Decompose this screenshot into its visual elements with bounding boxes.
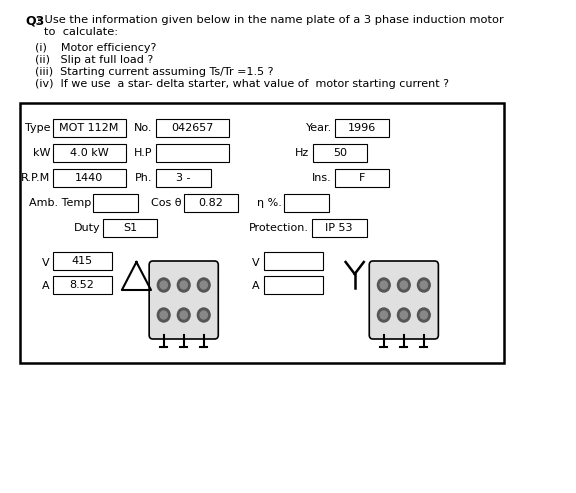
FancyBboxPatch shape bbox=[184, 194, 238, 212]
Text: 3 -: 3 - bbox=[176, 173, 191, 183]
Circle shape bbox=[420, 311, 427, 319]
Text: 1996: 1996 bbox=[348, 123, 376, 133]
Circle shape bbox=[160, 281, 168, 289]
Text: (ii)   Slip at full load ?: (ii) Slip at full load ? bbox=[35, 55, 153, 65]
Text: : Use the information given below in the name plate of a 3 phase induction motor: : Use the information given below in the… bbox=[37, 15, 504, 25]
Circle shape bbox=[377, 278, 390, 292]
Text: Amb. Temp: Amb. Temp bbox=[29, 198, 91, 208]
Text: 50: 50 bbox=[333, 148, 347, 158]
FancyBboxPatch shape bbox=[53, 252, 112, 270]
FancyBboxPatch shape bbox=[103, 219, 157, 237]
Circle shape bbox=[200, 311, 207, 319]
Text: η %.: η %. bbox=[257, 198, 282, 208]
Circle shape bbox=[380, 281, 388, 289]
Circle shape bbox=[377, 308, 390, 322]
Circle shape bbox=[198, 308, 210, 322]
Text: MOT 112M: MOT 112M bbox=[59, 123, 119, 133]
Text: 4.0 kW: 4.0 kW bbox=[70, 148, 108, 158]
Text: (iv)  If we use  a star- delta starter, what value of  motor starting current ?: (iv) If we use a star- delta starter, wh… bbox=[35, 79, 449, 89]
Circle shape bbox=[180, 281, 187, 289]
FancyBboxPatch shape bbox=[264, 276, 323, 294]
Text: 0.82: 0.82 bbox=[199, 198, 223, 208]
Circle shape bbox=[198, 278, 210, 292]
Text: Hz: Hz bbox=[295, 148, 309, 158]
FancyBboxPatch shape bbox=[93, 194, 138, 212]
Circle shape bbox=[177, 308, 190, 322]
Text: No.: No. bbox=[134, 123, 153, 133]
FancyBboxPatch shape bbox=[149, 261, 218, 339]
Circle shape bbox=[397, 308, 410, 322]
FancyBboxPatch shape bbox=[264, 252, 323, 270]
FancyBboxPatch shape bbox=[313, 144, 367, 162]
Text: F: F bbox=[359, 173, 365, 183]
Circle shape bbox=[420, 281, 427, 289]
Text: V: V bbox=[252, 258, 259, 268]
Text: 042657: 042657 bbox=[172, 123, 214, 133]
Circle shape bbox=[400, 311, 407, 319]
Circle shape bbox=[397, 278, 410, 292]
FancyBboxPatch shape bbox=[369, 261, 438, 339]
Circle shape bbox=[418, 278, 430, 292]
Circle shape bbox=[157, 308, 170, 322]
Text: 8.52: 8.52 bbox=[70, 280, 94, 290]
Text: Ins.: Ins. bbox=[312, 173, 332, 183]
Text: Protection.: Protection. bbox=[249, 223, 309, 233]
Text: Year.: Year. bbox=[306, 123, 332, 133]
FancyBboxPatch shape bbox=[20, 103, 504, 363]
Text: Ph.: Ph. bbox=[135, 173, 153, 183]
Text: kW: kW bbox=[32, 148, 50, 158]
Text: 1440: 1440 bbox=[75, 173, 103, 183]
Circle shape bbox=[418, 308, 430, 322]
Circle shape bbox=[380, 311, 388, 319]
Circle shape bbox=[400, 281, 407, 289]
Text: V: V bbox=[43, 258, 50, 268]
Text: (i)    Motor efficiency?: (i) Motor efficiency? bbox=[35, 43, 156, 53]
Text: Type: Type bbox=[25, 123, 50, 133]
FancyBboxPatch shape bbox=[335, 169, 389, 187]
Text: 415: 415 bbox=[71, 256, 92, 266]
Circle shape bbox=[177, 278, 190, 292]
FancyBboxPatch shape bbox=[284, 194, 329, 212]
Text: Cos θ: Cos θ bbox=[151, 198, 182, 208]
FancyBboxPatch shape bbox=[53, 144, 126, 162]
Text: H.P: H.P bbox=[134, 148, 153, 158]
FancyBboxPatch shape bbox=[157, 119, 229, 137]
Circle shape bbox=[180, 311, 187, 319]
Text: (iii)  Starting current assuming Ts/Tr =1.5 ?: (iii) Starting current assuming Ts/Tr =1… bbox=[35, 67, 273, 77]
Text: R.P.M: R.P.M bbox=[21, 173, 50, 183]
FancyBboxPatch shape bbox=[53, 119, 126, 137]
Text: A: A bbox=[252, 281, 259, 291]
Text: Q3: Q3 bbox=[25, 15, 45, 28]
FancyBboxPatch shape bbox=[157, 169, 211, 187]
Text: IP 53: IP 53 bbox=[325, 223, 353, 233]
Text: S1: S1 bbox=[123, 223, 137, 233]
FancyBboxPatch shape bbox=[312, 219, 366, 237]
Circle shape bbox=[200, 281, 207, 289]
FancyBboxPatch shape bbox=[157, 144, 229, 162]
Circle shape bbox=[157, 278, 170, 292]
FancyBboxPatch shape bbox=[53, 169, 126, 187]
Text: to  calculate:: to calculate: bbox=[44, 27, 118, 37]
Text: A: A bbox=[43, 281, 50, 291]
Text: Duty: Duty bbox=[73, 223, 100, 233]
FancyBboxPatch shape bbox=[335, 119, 389, 137]
FancyBboxPatch shape bbox=[53, 276, 112, 294]
Circle shape bbox=[160, 311, 168, 319]
